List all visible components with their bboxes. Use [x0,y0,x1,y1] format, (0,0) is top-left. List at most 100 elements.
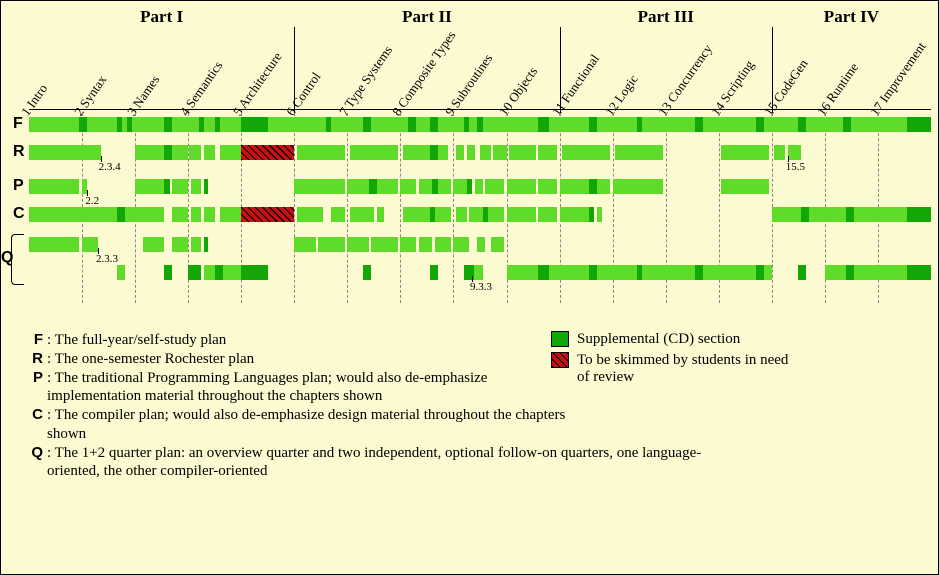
desc-text-F: The full-year/self-study plan [55,332,227,348]
annotation: 9.3.3 [470,281,492,293]
coverage-segment [507,117,539,132]
coverage-segment [493,145,506,160]
coverage-segment [419,179,432,194]
coverage-segment [615,145,663,160]
coverage-segment [191,207,202,222]
coverage-segment [666,265,695,280]
coverage-segment [135,207,164,222]
diagram-frame: Part IPart IIPart IIIPart IV1 Intro2 Syn… [0,0,939,575]
coverage-segment [798,265,806,280]
swatch-supplemental-text: Supplemental (CD) section [577,331,740,348]
coverage-segment [613,265,637,280]
coverage-segment [223,265,242,280]
swatch-legend: Supplemental (CD) section To be skimmed … [551,331,797,390]
chapter-label: 13 Concurrency [655,42,716,119]
annotation: 2.3.3 [96,253,118,265]
desc-key-Q: Q [21,444,43,463]
part-header: Part I [140,7,183,27]
coverage-segment [350,145,398,160]
coverage-segment [613,117,637,132]
coverage-segment [371,117,408,132]
coverage-segment [453,237,469,252]
coverage-segment [589,117,597,132]
coverage-segment [695,117,703,132]
coverage-segment [220,117,241,132]
part-header: Part II [402,7,452,27]
coverage-segment [29,117,79,132]
coverage-segment [666,117,695,132]
coverage-segment [560,207,589,222]
coverage-segment [215,265,223,280]
chapter-label: 7 Type Systems [336,43,396,119]
coverage-segment [241,117,268,132]
coverage-segment [403,207,430,222]
coverage-segment [204,265,215,280]
coverage-segment [430,265,438,280]
coverage-segment [220,145,241,160]
coverage-segment [416,117,429,132]
coverage-segment [642,265,666,280]
coverage-segment [560,179,589,194]
coverage-segment [878,207,907,222]
coverage-segment [507,207,536,222]
coverage-segment [435,207,451,222]
coverage-segment [297,207,324,222]
coverage-segment [467,145,475,160]
coverage-segment [377,179,398,194]
chapter-label: 10 Objects [495,64,540,119]
coverage-segment [204,117,215,132]
coverage-segment [331,117,363,132]
coverage-segment [477,237,485,252]
coverage-segment [456,207,467,222]
coverage-segment [369,179,377,194]
coverage-segment [589,179,597,194]
coverage-segment [764,117,772,132]
row-label-C: C [13,205,25,223]
coverage-segment [756,265,764,280]
coverage-segment [117,265,125,280]
coverage-segment [164,117,172,132]
chapter-separator [347,113,348,303]
coverage-segment [483,117,507,132]
coverage-segment [538,265,549,280]
coverage-segment [220,207,241,222]
chapter-label: 2 Syntax [71,72,110,119]
coverage-segment [825,265,846,280]
swatch-skim: To be skimmed by students in need of rev… [551,352,797,386]
coverage-segment [297,145,345,160]
desc-key-P: P [21,369,43,388]
coverage-segment [135,145,164,160]
coverage-segment [172,117,199,132]
coverage-segment [809,207,825,222]
coverage-segment [507,265,539,280]
coverage-segment [29,237,79,252]
swatch-green-icon [551,331,569,347]
coverage-segment [408,117,416,132]
coverage-segment [204,207,215,222]
coverage-segment [469,117,477,132]
part-header: Part III [638,7,694,27]
coverage-segment [491,237,504,252]
coverage-segment [907,207,931,222]
annotation: 2.2 [85,195,99,207]
row-label-R: R [13,143,25,161]
coverage-segment [371,237,398,252]
desc-key-R: R [21,350,43,369]
coverage-segment [241,145,294,160]
coverage-segment [363,117,371,132]
coverage-segment [562,145,610,160]
coverage-segment [347,237,368,252]
coverage-segment [87,117,116,132]
coverage-segment [400,237,416,252]
coverage-segment [764,265,772,280]
coverage-segment [798,117,806,132]
coverage-segment [825,207,846,222]
coverage-segment [846,265,854,280]
coverage-segment [774,145,785,160]
coverage-segment [191,237,202,252]
coverage-segment [318,237,345,252]
coverage-segment [772,207,801,222]
coverage-segment [854,265,878,280]
coverage-segment [854,207,878,222]
coverage-segment [509,145,536,160]
